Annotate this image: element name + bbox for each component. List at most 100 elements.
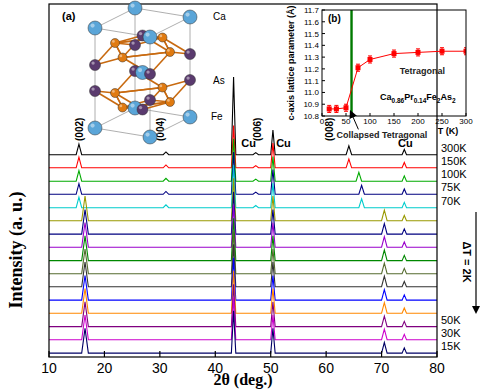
inset-x-tick-label: 0 [320, 117, 325, 126]
inset-y-tick [322, 21, 325, 22]
x-tick [270, 351, 271, 357]
data-point [356, 65, 361, 70]
atom-highlight [186, 50, 189, 53]
atom-highlight [112, 90, 115, 93]
name-part: 2 [452, 97, 456, 104]
name-part: Pr [404, 92, 414, 102]
atom-highlight [90, 23, 94, 27]
atom-highlight [130, 103, 134, 107]
trace-label: 300K [441, 142, 467, 154]
sweep-arrow [475, 212, 476, 312]
sweep-label: ΔT = 2K [461, 241, 473, 282]
inset-y-tick [322, 45, 325, 46]
atom [143, 30, 157, 44]
atom [88, 121, 102, 135]
atom [158, 83, 167, 92]
name-part: Fe [426, 92, 437, 102]
transition-band [350, 10, 352, 116]
atom-highlight [186, 76, 189, 79]
atom [158, 33, 167, 42]
atom [143, 130, 157, 144]
x-tick-label: 20 [97, 360, 113, 376]
atom-highlight [185, 12, 189, 16]
x-tick [104, 351, 105, 357]
atom [183, 110, 197, 124]
xrd-trace [49, 284, 437, 326]
error-bar [327, 105, 331, 112]
inset-y-tick-label: 10.9 [303, 100, 319, 109]
xrd-trace [49, 297, 437, 339]
atom-highlight [160, 35, 163, 38]
inset-label: (b) [328, 13, 341, 24]
reference-label: Cu [276, 137, 291, 149]
atom [166, 98, 175, 107]
atom-label: Ca [213, 11, 226, 22]
error-bar [416, 49, 420, 56]
phase-label: Tetragonal [400, 66, 445, 76]
inset-x-tick [370, 113, 371, 116]
atom-highlight [167, 99, 170, 102]
atom [185, 75, 196, 86]
bond [123, 52, 171, 58]
atom-highlight [91, 87, 94, 90]
data-point [440, 49, 445, 54]
xrd-trace [49, 178, 437, 220]
xrd-trace [49, 258, 437, 300]
bond [115, 88, 163, 94]
x-tick [48, 351, 49, 357]
cell-edge [150, 37, 151, 137]
xrd-trace [49, 311, 437, 353]
phase-label: Collapsed Tetragonal [336, 130, 427, 140]
atom-highlight [145, 32, 149, 36]
inset-y-tick-label: 11.6 [304, 18, 320, 27]
atom-highlight [139, 32, 142, 35]
inset-y-tick [322, 68, 325, 69]
inset-y-tick-label: 11.4 [304, 41, 320, 50]
atom [118, 53, 127, 62]
atom [185, 49, 196, 60]
hkl-label: (002) [74, 118, 85, 141]
atom-highlight [139, 106, 142, 109]
xrd-trace [49, 165, 437, 207]
x-axis-title: 2θ (deg.) [213, 371, 272, 389]
x-tick [326, 351, 327, 357]
xrd-trace [49, 192, 437, 234]
atom-highlight [138, 68, 142, 72]
figure: 10203040506070802θ (deg.)Intensity (a. u… [0, 0, 481, 389]
atom-highlight [131, 41, 134, 44]
atom [130, 40, 141, 51]
atom [118, 103, 127, 112]
inset-y-title: c-axis lattice parameter (Å) [286, 5, 296, 120]
inset-y-tick [322, 104, 325, 105]
cell-edge [95, 28, 96, 128]
data-point [368, 57, 373, 62]
inset-y-tick-label: 11.7 [304, 6, 320, 15]
inset-y-tick [322, 80, 325, 81]
inset-label: (a) [62, 10, 76, 22]
trace-label: 150K [441, 155, 467, 167]
atom-highlight [90, 123, 94, 127]
inset-y-tick-label: 10.8 [303, 112, 319, 121]
inset-y-tick-label: 11.3 [304, 53, 320, 62]
inset-x-tick-label: 300 [459, 117, 473, 126]
error-bar [440, 48, 444, 55]
x-tick-label: 10 [41, 360, 57, 376]
atom [88, 21, 102, 35]
trace-label: 75K [441, 181, 461, 193]
atom [128, 1, 142, 15]
data-point [416, 50, 421, 55]
cell-edge [190, 17, 191, 117]
inset-y-tick [322, 57, 325, 58]
name-part: As [440, 92, 452, 102]
inset-x-tick-label: 200 [411, 117, 425, 126]
xrd-trace [49, 152, 437, 194]
cell-edge [135, 8, 136, 108]
x-tick-label: 60 [318, 360, 334, 376]
cell-edge [135, 8, 190, 17]
inset-y-tick [322, 10, 325, 11]
error-bar [356, 64, 360, 71]
error-bar [334, 105, 338, 112]
error-bar [392, 50, 396, 57]
atom-highlight [167, 49, 170, 52]
atom-highlight [91, 61, 94, 64]
